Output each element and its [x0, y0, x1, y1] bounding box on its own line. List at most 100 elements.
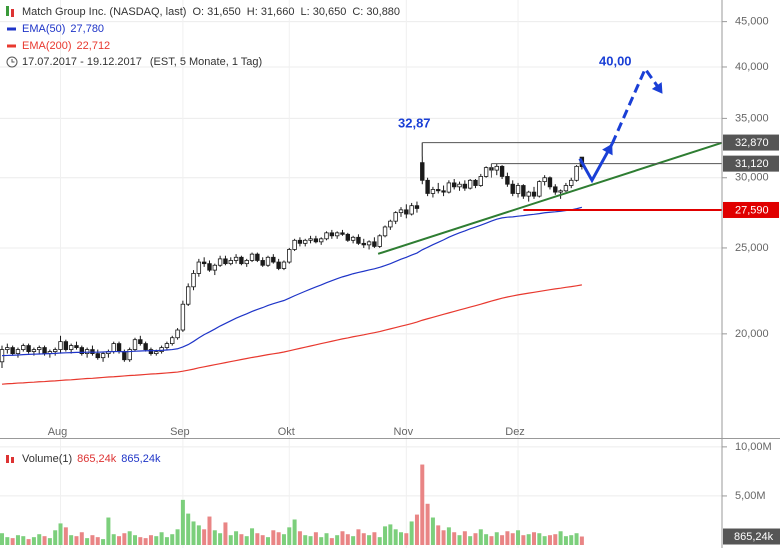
arrow-head	[602, 143, 613, 156]
volume-bar	[212, 530, 217, 545]
candle-body	[26, 345, 31, 352]
volume-bar	[186, 513, 191, 545]
candle-body	[185, 286, 191, 305]
volume-bar	[106, 517, 111, 545]
candle-body	[542, 177, 547, 183]
period-note: (EST, 5 Monate, 1 Tag)	[150, 56, 262, 68]
candle-body	[483, 167, 489, 177]
candle-body	[521, 185, 526, 197]
volume-bar	[489, 536, 494, 545]
axis-layer: 20,000 25,000 30,000 35,000 40,000 45,000 5,00…	[48, 16, 780, 545]
grid-layer	[0, 0, 722, 548]
candle-body	[324, 232, 329, 240]
volume-bar	[335, 535, 340, 545]
volume-bar	[127, 531, 132, 545]
volume-bar	[47, 538, 52, 545]
arrow-head	[651, 82, 663, 94]
x-tick-label: Sep	[170, 426, 190, 438]
volume-bar	[191, 521, 196, 545]
candle-body	[526, 191, 531, 197]
candle-body	[265, 256, 271, 266]
volume-bar	[372, 532, 377, 545]
legend-icon	[11, 457, 14, 463]
candle-body	[292, 239, 297, 250]
volume-bar	[345, 534, 350, 545]
volume-bar	[196, 525, 201, 545]
volume-bar	[239, 534, 244, 545]
volume-bar	[521, 535, 526, 545]
candle-body	[436, 189, 441, 192]
volume-bar	[63, 527, 68, 545]
volume-bar	[388, 524, 393, 545]
x-tick-label: Okt	[278, 426, 295, 438]
ema-line	[1, 206, 583, 357]
volume-bar	[500, 535, 505, 545]
candle-body	[569, 179, 574, 186]
series-value: 27,780	[70, 23, 104, 35]
candle-body	[228, 260, 233, 265]
period: 17.07.2017 - 19.12.2017 (EST, 5 Monate, 1…	[22, 56, 262, 68]
candle-body	[68, 345, 74, 350]
volume-bar	[207, 516, 212, 545]
volume-bar	[547, 535, 552, 545]
volume-bar	[223, 522, 228, 545]
candle-body	[393, 212, 398, 222]
volume-bar	[180, 499, 185, 545]
ohlc: L: 30,650	[300, 6, 346, 18]
volume-bar	[329, 538, 334, 545]
volume-bar	[569, 535, 574, 545]
candle-body	[111, 343, 116, 352]
ohlc: O: 31,650	[192, 6, 240, 18]
trend-line	[377, 141, 723, 255]
x-tick-label: Aug	[48, 426, 68, 438]
candle-body	[10, 347, 15, 355]
candle-body	[499, 165, 505, 177]
volume-bar	[297, 531, 302, 545]
volume-bar	[53, 530, 58, 545]
volume-bar	[255, 533, 260, 545]
candle-body	[281, 261, 287, 269]
candle-body	[207, 263, 212, 271]
candle-body	[467, 179, 473, 189]
candle-body	[31, 349, 37, 352]
volume-bar	[154, 536, 159, 545]
candle-body	[494, 165, 499, 171]
volume-bar	[42, 536, 47, 545]
volume-bar	[79, 532, 84, 545]
y-tick-label: 30,000	[735, 172, 769, 184]
price-badge	[723, 201, 779, 218]
candle-body	[95, 353, 100, 359]
candle-body	[255, 253, 260, 261]
x-tick-label: Nov	[394, 426, 414, 438]
volume-bar	[308, 536, 313, 545]
plot-layer	[0, 65, 723, 545]
volume-bar	[175, 529, 180, 545]
annotation: 32,87	[398, 115, 431, 130]
candle-body	[457, 183, 462, 188]
volume-legend: Volume(1) 865,24k 865,24k	[6, 453, 161, 465]
series-value: 22,712	[77, 40, 111, 52]
candle-body	[308, 238, 313, 241]
candle-body	[5, 347, 10, 350]
volume-bar	[484, 534, 489, 545]
volume-bar	[441, 530, 446, 545]
volume-bar	[281, 534, 286, 545]
price-badge-label: 32,870	[735, 137, 769, 149]
clock-icon	[6, 56, 18, 68]
candle-body	[122, 351, 127, 361]
candle-body	[451, 182, 457, 188]
volume-bar	[31, 537, 36, 545]
y-tick-label: 45,000	[735, 16, 769, 28]
price-badge-label: 27,590	[735, 204, 769, 216]
volume-bar	[526, 534, 531, 545]
volume-bar	[85, 538, 90, 545]
annotation: 40,00	[599, 53, 632, 68]
candle-body	[79, 347, 84, 355]
legend-icon	[11, 9, 14, 17]
instrument: Match Group Inc. (NASDAQ, last)	[22, 6, 186, 18]
volume-bar	[462, 531, 467, 545]
volume-bar	[164, 537, 169, 545]
candle-body	[563, 185, 569, 192]
legend-title: Match Group Inc. (NASDAQ, last) O: 31,650…	[22, 6, 400, 18]
